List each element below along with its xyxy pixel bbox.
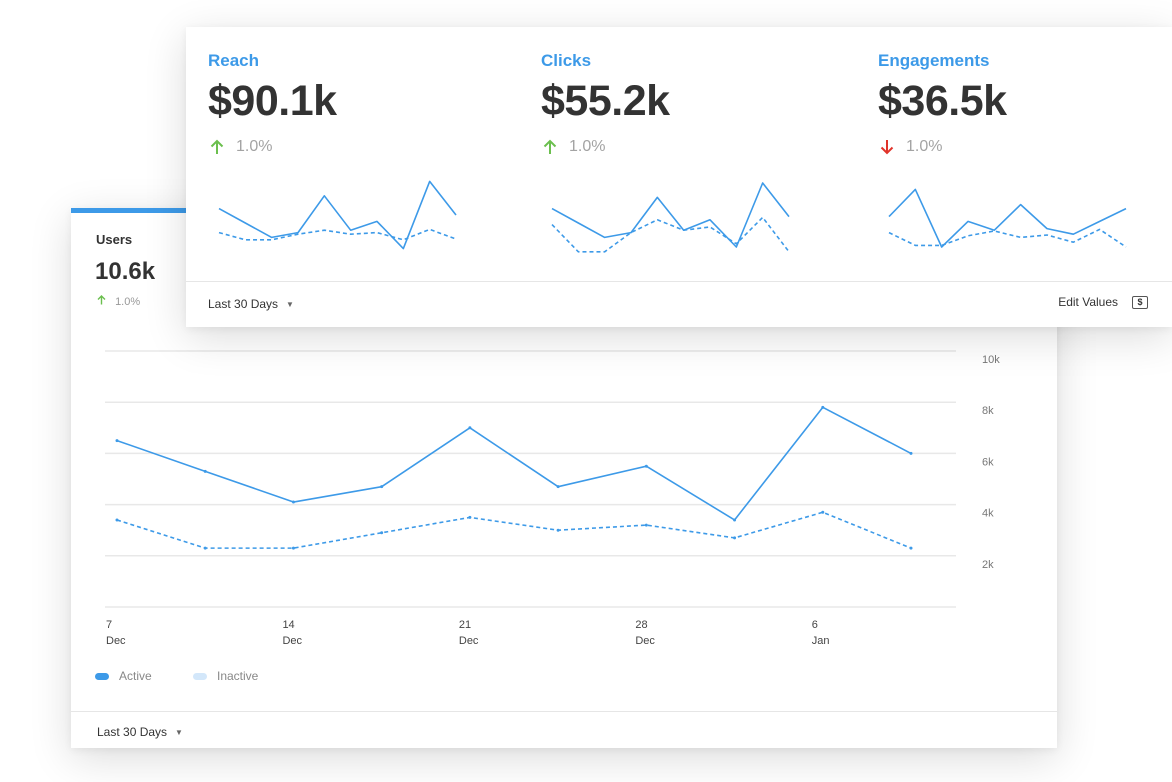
kpi-footer-divider bbox=[186, 281, 1172, 282]
arrow-up-icon bbox=[210, 139, 224, 154]
data-point-inactive bbox=[556, 528, 560, 532]
clicks-sparkline bbox=[551, 182, 790, 253]
data-point-active bbox=[821, 405, 825, 409]
data-point-active bbox=[468, 426, 472, 430]
sparkline-primary bbox=[888, 188, 1127, 248]
edit-values-label: Edit Values bbox=[1058, 295, 1118, 309]
arrow-down-icon bbox=[880, 139, 894, 155]
kpi-change-value: 1.0% bbox=[236, 138, 273, 155]
legend-active-label: Active bbox=[119, 669, 152, 683]
users-card-accent-bar bbox=[71, 208, 188, 213]
kpi-change-value: 1.0% bbox=[906, 138, 943, 155]
legend-active-swatch bbox=[95, 673, 109, 681]
data-point-inactive bbox=[380, 531, 384, 535]
x-tick-label: Dec bbox=[282, 635, 302, 647]
y-tick-label: 6k bbox=[982, 456, 994, 468]
users-line-chart: 2k 4k 6k 8k 10k 7 Dec 14 Dec 21 Dec 28 Dec 6 Jan bbox=[105, 350, 1000, 647]
data-point-active bbox=[203, 469, 207, 473]
data-point-inactive bbox=[468, 515, 472, 519]
caret-down-icon: ▼ bbox=[175, 728, 183, 738]
kpi-value: $36.5k bbox=[878, 77, 1007, 125]
users-footer-divider bbox=[71, 711, 1057, 712]
x-tick-label: 21 bbox=[459, 619, 471, 631]
data-point-active bbox=[380, 485, 384, 489]
data-point-active bbox=[115, 439, 119, 443]
sparkline-primary bbox=[551, 182, 790, 248]
users-range-dropdown[interactable]: Last 30 Days ▼ bbox=[97, 725, 183, 739]
x-tick-label: 7 bbox=[106, 619, 112, 631]
kpi-change-value: 1.0% bbox=[569, 138, 606, 155]
kpi-label: Reach bbox=[208, 51, 260, 70]
series-line-active bbox=[116, 406, 912, 521]
data-point-inactive bbox=[909, 546, 913, 550]
sparkline-secondary bbox=[218, 228, 457, 241]
edit-values-button[interactable]: Edit Values $ bbox=[1058, 295, 1148, 309]
data-point-inactive bbox=[115, 518, 119, 522]
data-point-active bbox=[909, 451, 913, 455]
data-point-inactive bbox=[821, 510, 825, 514]
y-tick-label: 4k bbox=[982, 508, 994, 520]
users-change: 1.0% bbox=[97, 295, 140, 308]
data-point-inactive bbox=[733, 536, 737, 540]
kpi-change: 1.0% bbox=[210, 138, 272, 156]
data-point-inactive bbox=[644, 523, 648, 527]
series-line-inactive bbox=[116, 511, 912, 549]
x-tick-label: 14 bbox=[282, 619, 294, 631]
legend-inactive-label: Inactive bbox=[217, 669, 259, 683]
x-tick-label: 28 bbox=[635, 619, 647, 631]
legend-inactive[interactable]: Inactive bbox=[193, 669, 258, 683]
kpi-card: Reach $90.1k 1.0% Clicks $55.2k 1.0% Eng… bbox=[186, 27, 1172, 327]
caret-down-icon: ▼ bbox=[286, 300, 294, 310]
users-change-value: 1.0% bbox=[115, 296, 141, 308]
reach-sparkline bbox=[218, 180, 457, 250]
x-tick-label: Jan bbox=[812, 635, 830, 647]
kpi-label: Engagements bbox=[878, 51, 990, 70]
users-title: Users bbox=[96, 232, 133, 247]
sparkline-primary bbox=[218, 180, 457, 250]
x-tick-label: Dec bbox=[459, 635, 479, 647]
data-point-active bbox=[556, 485, 560, 489]
x-tick-label: Dec bbox=[635, 635, 655, 647]
data-point-active bbox=[291, 500, 295, 504]
users-value: 10.6k bbox=[95, 258, 156, 285]
kpi-value: $55.2k bbox=[541, 77, 670, 125]
y-tick-label: 10k bbox=[982, 354, 1000, 366]
data-point-inactive bbox=[203, 546, 207, 550]
sparkline-secondary bbox=[551, 216, 790, 253]
x-tick-label: Dec bbox=[106, 635, 126, 647]
kpi-value: $90.1k bbox=[208, 77, 337, 125]
legend-active[interactable]: Active bbox=[95, 669, 152, 683]
engagements-sparkline bbox=[888, 188, 1127, 248]
data-point-active bbox=[733, 518, 737, 522]
kpi-range-label: Last 30 Days bbox=[208, 297, 279, 311]
data-point-inactive bbox=[291, 546, 295, 550]
data-point-active bbox=[644, 464, 648, 468]
y-tick-label: 8k bbox=[982, 405, 994, 417]
y-tick-label: 2k bbox=[982, 559, 994, 571]
arrow-up-icon bbox=[543, 139, 557, 154]
kpi-label: Clicks bbox=[541, 51, 592, 70]
x-tick-label: 6 bbox=[812, 619, 818, 631]
arrow-up-icon bbox=[97, 295, 109, 308]
dollar-icon: $ bbox=[1132, 295, 1148, 309]
kpi-change: 1.0% bbox=[880, 138, 942, 156]
legend-inactive-swatch bbox=[193, 673, 207, 681]
kpi-change: 1.0% bbox=[543, 138, 605, 156]
sparkline-secondary bbox=[888, 228, 1127, 248]
users-range-label: Last 30 Days bbox=[97, 725, 168, 739]
kpi-range-dropdown[interactable]: Last 30 Days ▼ bbox=[208, 297, 294, 311]
